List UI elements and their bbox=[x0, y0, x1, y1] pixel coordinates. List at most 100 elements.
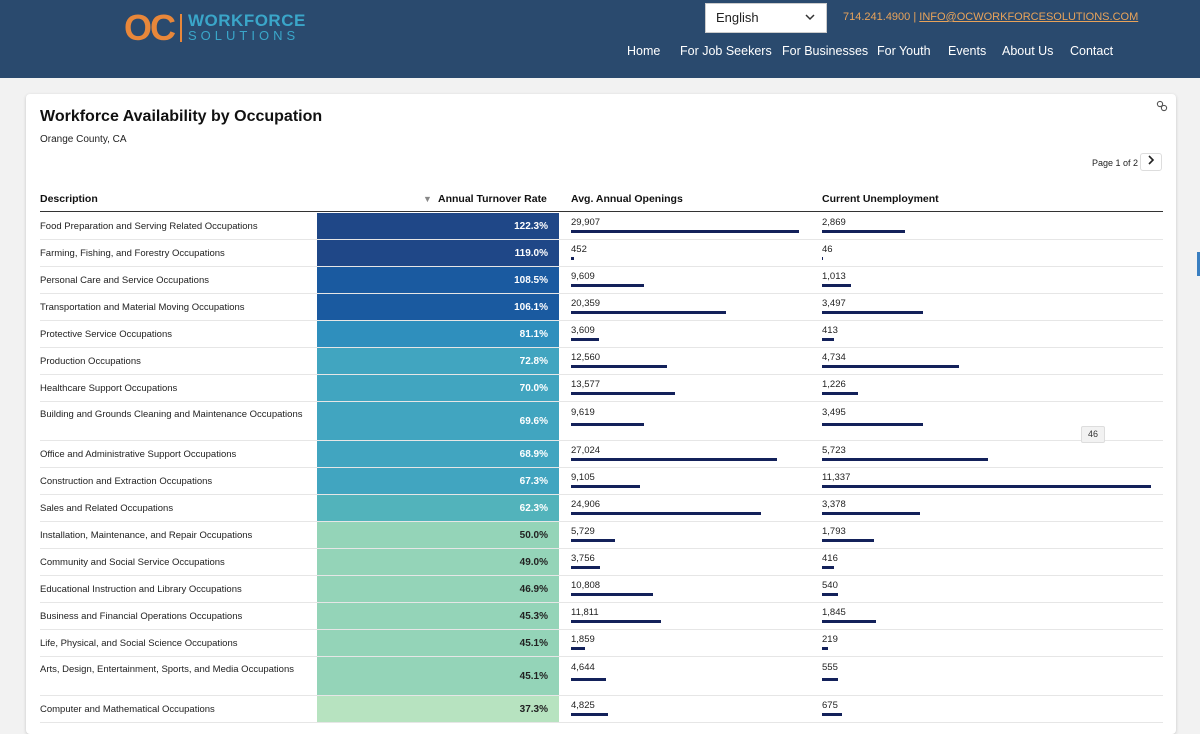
unemployment-value: 1,013 bbox=[822, 271, 846, 282]
table-row[interactable]: Personal Care and Service Occupations 108… bbox=[40, 267, 1163, 294]
link-icon[interactable] bbox=[1156, 100, 1168, 115]
openings-bar[interactable] bbox=[571, 458, 778, 461]
table-row[interactable]: Arts, Design, Entertainment, Sports, and… bbox=[40, 657, 1163, 696]
unemployment-bar[interactable] bbox=[822, 678, 839, 681]
unemployment-bar[interactable] bbox=[822, 593, 838, 596]
openings-value: 9,609 bbox=[571, 271, 595, 282]
openings-bar[interactable] bbox=[571, 485, 641, 488]
table-row[interactable]: Life, Physical, and Social Science Occup… bbox=[40, 630, 1163, 657]
table-row[interactable]: Installation, Maintenance, and Repair Oc… bbox=[40, 522, 1163, 549]
table-row[interactable]: Food Preparation and Serving Related Occ… bbox=[40, 213, 1163, 240]
table-row[interactable]: Community and Social Service Occupations… bbox=[40, 549, 1163, 576]
unemployment-bar[interactable] bbox=[822, 392, 858, 395]
table-row[interactable]: Protective Service Occupations 81.1% 3,609… bbox=[40, 321, 1163, 348]
unemployment-bar[interactable] bbox=[822, 566, 835, 569]
occupation-description: Office and Administrative Support Occupa… bbox=[40, 449, 237, 460]
occupation-description: Sales and Related Occupations bbox=[40, 503, 174, 514]
occupation-description: Installation, Maintenance, and Repair Oc… bbox=[40, 530, 253, 541]
occupation-description: Community and Social Service Occupations bbox=[40, 557, 225, 568]
occupation-description: Farming, Fishing, and Forestry Occupatio… bbox=[40, 248, 225, 259]
openings-bar[interactable] bbox=[571, 539, 615, 542]
turnover-rate-cell: 122.3% bbox=[317, 213, 559, 239]
openings-bar[interactable] bbox=[571, 392, 675, 395]
table-row[interactable]: Office and Administrative Support Occupa… bbox=[40, 441, 1163, 468]
table-row[interactable]: Transportation and Material Moving Occup… bbox=[40, 294, 1163, 321]
openings-bar[interactable] bbox=[571, 257, 575, 260]
nav-events[interactable]: Events bbox=[948, 44, 987, 58]
openings-bar[interactable] bbox=[571, 284, 645, 287]
table-row[interactable]: Building and Grounds Cleaning and Mainte… bbox=[40, 402, 1163, 441]
openings-bar[interactable] bbox=[571, 365, 667, 368]
unemployment-bar[interactable] bbox=[822, 230, 906, 233]
page-scroll-indicator[interactable] bbox=[1197, 252, 1200, 276]
openings-value: 24,906 bbox=[571, 499, 601, 510]
contact-phone-link[interactable]: 714.241.4900 bbox=[843, 11, 911, 23]
unemployment-bar[interactable] bbox=[822, 284, 852, 287]
table-row[interactable]: Sales and Related Occupations 62.3% 24,906… bbox=[40, 495, 1163, 522]
openings-bar[interactable] bbox=[571, 593, 654, 596]
unemployment-bar[interactable] bbox=[822, 647, 829, 650]
openings-bar[interactable] bbox=[571, 338, 599, 341]
openings-bar[interactable] bbox=[571, 512, 761, 515]
site-logo[interactable]: OC WORKFORCE SOLUTIONS bbox=[124, 10, 306, 46]
nav-contact[interactable]: Contact bbox=[1070, 44, 1114, 58]
unemployment-bar[interactable] bbox=[822, 338, 834, 341]
unemployment-bar[interactable] bbox=[822, 423, 924, 426]
unemployment-value: 5,723 bbox=[822, 445, 846, 456]
unemployment-value: 416 bbox=[822, 553, 838, 564]
nav-youth[interactable]: For Youth bbox=[877, 44, 931, 58]
unemployment-bar[interactable] bbox=[822, 512, 921, 515]
turnover-rate-cell: 119.0% bbox=[317, 240, 559, 266]
occupation-description: Production Occupations bbox=[40, 356, 141, 367]
unemployment-bar[interactable] bbox=[822, 485, 1151, 488]
openings-bar[interactable] bbox=[571, 713, 608, 716]
table-row[interactable]: Farming, Fishing, and Forestry Occupatio… bbox=[40, 240, 1163, 267]
table-row[interactable]: Construction and Extraction Occupations 6… bbox=[40, 468, 1163, 495]
unemployment-bar[interactable] bbox=[822, 713, 842, 716]
logo-oc-mark: OC bbox=[124, 7, 176, 48]
turnover-rate-cell: 67.3% bbox=[317, 468, 559, 494]
openings-bar[interactable] bbox=[571, 311, 727, 314]
openings-bar[interactable] bbox=[571, 647, 586, 650]
nav-about-us[interactable]: About Us bbox=[1002, 44, 1054, 58]
unemployment-bar[interactable] bbox=[822, 311, 924, 314]
unemployment-bar[interactable] bbox=[822, 620, 876, 623]
openings-value: 5,729 bbox=[571, 526, 595, 537]
openings-bar[interactable] bbox=[571, 678, 607, 681]
column-header-openings[interactable]: Avg. Annual Openings bbox=[571, 193, 683, 205]
openings-bar[interactable] bbox=[571, 566, 600, 569]
unemployment-bar[interactable] bbox=[822, 257, 824, 260]
occupation-description: Building and Grounds Cleaning and Mainte… bbox=[40, 409, 303, 420]
openings-value: 3,609 bbox=[571, 325, 595, 336]
table-row[interactable]: Production Occupations 72.8% 12,560 4,734 bbox=[40, 348, 1163, 375]
occupation-description: Computer and Mathematical Occupations bbox=[40, 704, 215, 715]
table-row[interactable]: Healthcare Support Occupations 70.0% 13,57… bbox=[40, 375, 1163, 402]
unemployment-value: 11,337 bbox=[822, 472, 851, 483]
contact-info: 714.241.4900 | INFO@OCWORKFORCESOLUTIONS… bbox=[843, 11, 1138, 23]
turnover-rate-cell: 45.1% bbox=[317, 657, 559, 695]
column-header-turnover[interactable]: Annual Turnover Rate bbox=[438, 193, 547, 205]
unemployment-bar[interactable] bbox=[822, 458, 989, 461]
sort-desc-icon[interactable]: ▼ bbox=[423, 194, 432, 204]
column-header-description[interactable]: Description bbox=[40, 193, 98, 205]
openings-bar[interactable] bbox=[571, 423, 645, 426]
nav-job-seekers[interactable]: For Job Seekers bbox=[680, 44, 772, 58]
openings-bar[interactable] bbox=[571, 620, 662, 623]
turnover-rate-cell: 62.3% bbox=[317, 495, 559, 521]
openings-value: 29,907 bbox=[571, 217, 601, 228]
unemployment-bar[interactable] bbox=[822, 365, 960, 368]
chevron-right-icon bbox=[1147, 155, 1155, 168]
table-row[interactable]: Computer and Mathematical Occupations 37.… bbox=[40, 696, 1163, 723]
next-page-button[interactable] bbox=[1140, 153, 1162, 171]
contact-email-link[interactable]: INFO@OCWORKFORCESOLUTIONS.COM bbox=[919, 11, 1139, 23]
table-row[interactable]: Educational Instruction and Library Occu… bbox=[40, 576, 1163, 603]
turnover-rate-cell: 45.3% bbox=[317, 603, 559, 629]
unemployment-bar[interactable] bbox=[822, 539, 875, 542]
column-header-unemployment[interactable]: Current Unemployment bbox=[822, 193, 939, 205]
language-select[interactable]: English bbox=[705, 3, 827, 33]
unemployment-value: 555 bbox=[822, 662, 838, 673]
openings-bar[interactable] bbox=[571, 230, 799, 233]
nav-businesses[interactable]: For Businesses bbox=[782, 44, 869, 58]
nav-home[interactable]: Home bbox=[627, 44, 661, 58]
table-row[interactable]: Business and Financial Operations Occupa… bbox=[40, 603, 1163, 630]
